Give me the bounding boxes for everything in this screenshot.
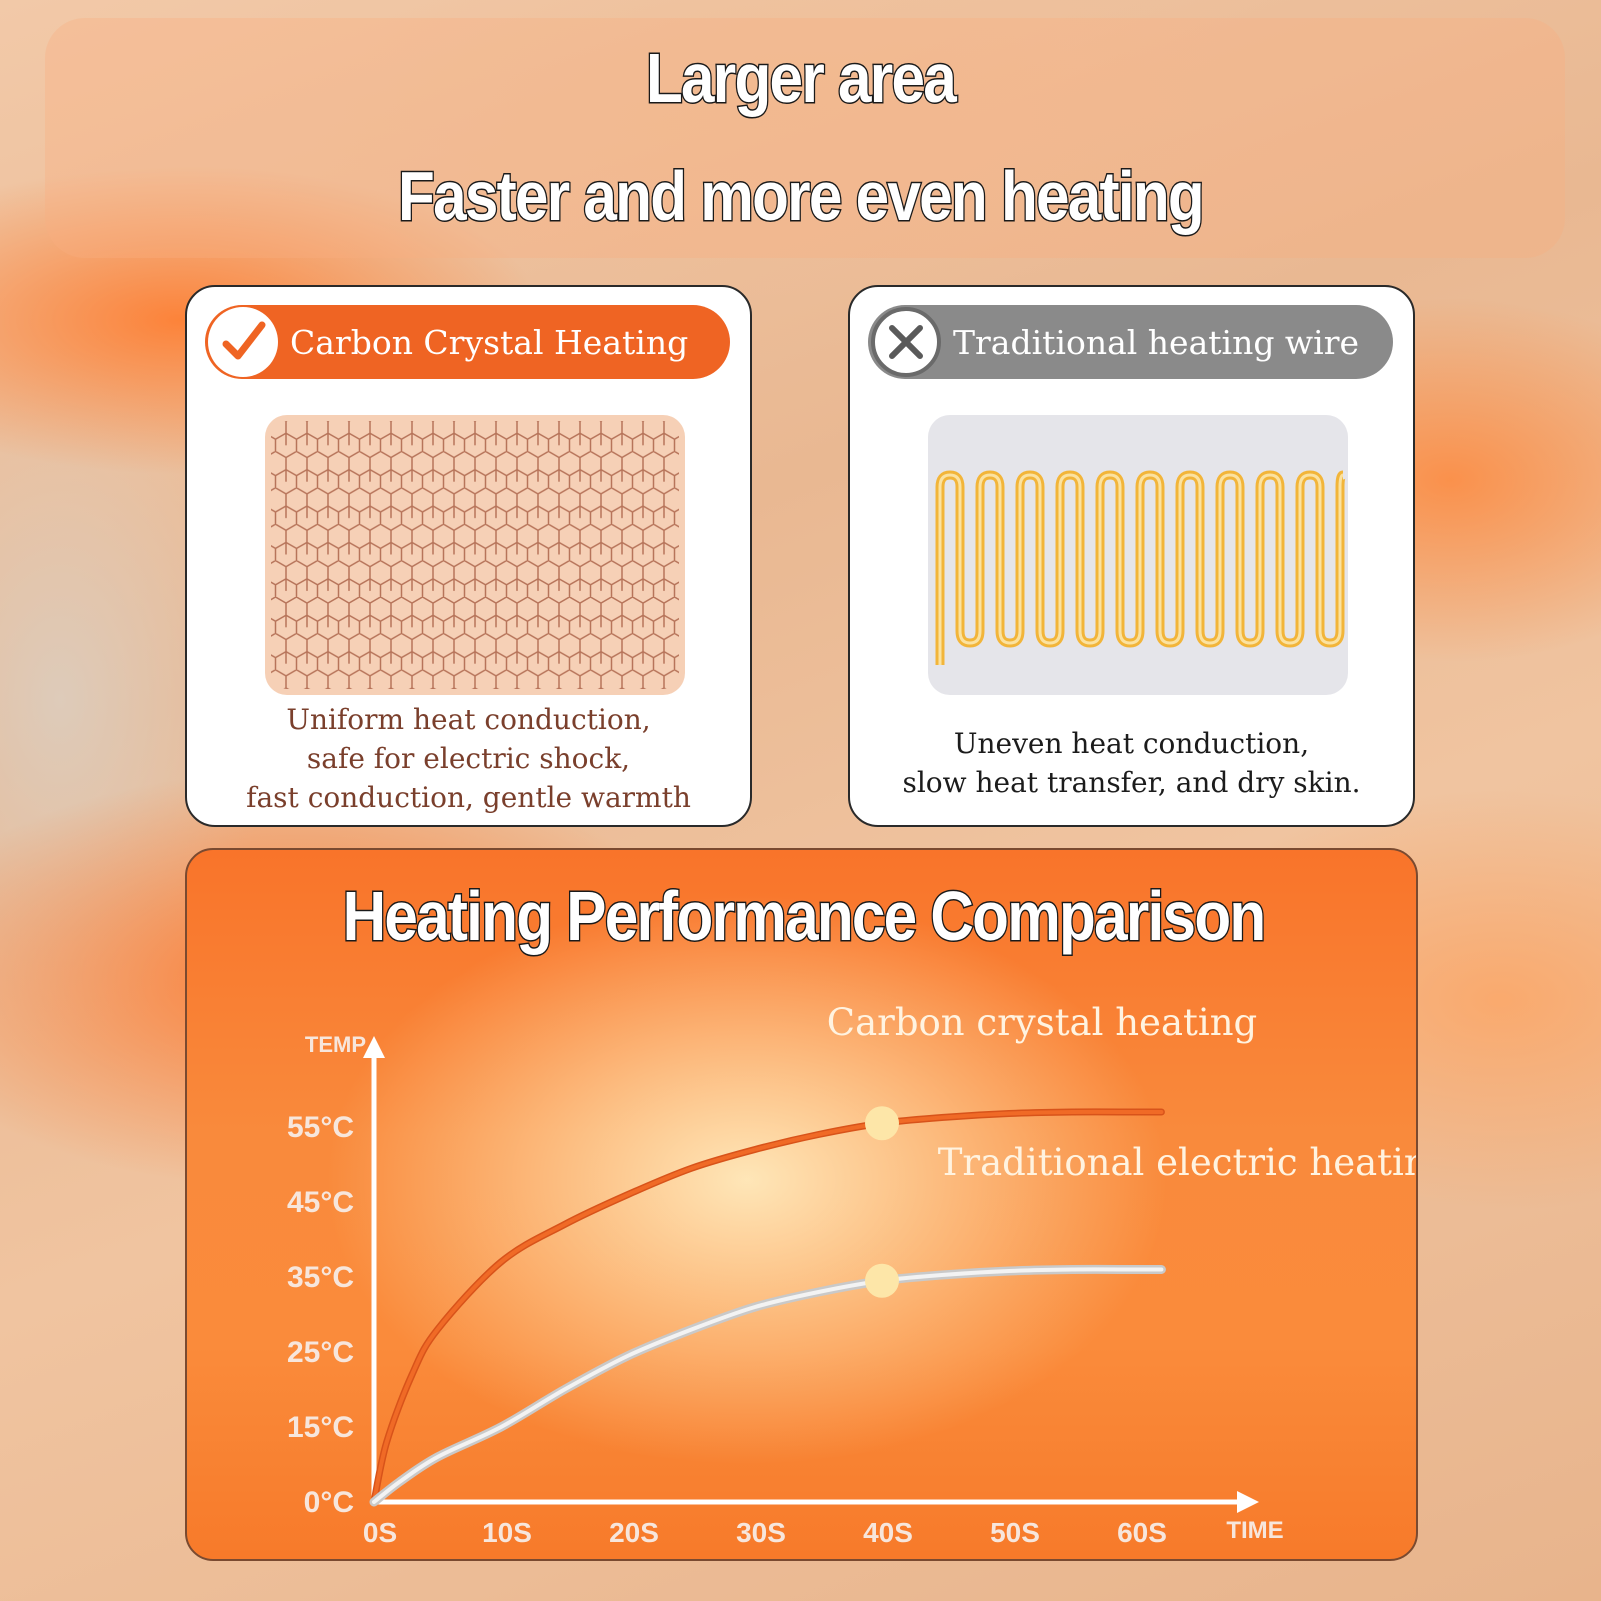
y-tick-label: 55°C <box>287 1111 354 1144</box>
y-tick-label: 0°C <box>304 1486 354 1519</box>
desc-line: Uneven heat conduction, <box>953 727 1310 760</box>
carbon-crystal-card: Carbon Crystal Heating Uniform heat cond… <box>185 285 752 827</box>
y-tick-label: 25°C <box>287 1336 354 1369</box>
carbon-crystal-header: Carbon Crystal Heating <box>205 305 730 379</box>
heating-chart-panel: Heating Performance Comparison TEMP 0°C 15… <box>185 848 1418 1561</box>
x-tick-label: 0S <box>363 1517 397 1548</box>
check-icon <box>208 307 278 377</box>
headline-2: Faster and more even heating <box>397 156 1206 237</box>
zigzag-wire-panel <box>928 415 1348 695</box>
series-line <box>372 1109 1164 1504</box>
hexagon-pattern-icon <box>271 421 679 689</box>
traditional-wire-card: Traditional heating wire Uneven heat con… <box>848 285 1415 827</box>
x-tick-label: 50S <box>990 1517 1040 1548</box>
y-tick-label: 45°C <box>287 1186 354 1219</box>
hexagon-mesh-panel <box>265 415 685 695</box>
desc-line: Uniform heat conduction, <box>286 703 651 736</box>
series-label: Traditional electric heating wire <box>938 1141 1418 1184</box>
traditional-wire-label: Traditional heating wire <box>953 322 1360 362</box>
traditional-wire-description: Uneven heat conduction, slow heat transf… <box>850 724 1413 802</box>
chart-title: Heating Performance Comparison <box>341 876 1267 957</box>
y-tick-label: 15°C <box>287 1411 354 1444</box>
x-tick-label: 30S <box>736 1517 786 1548</box>
header-banner <box>45 18 1565 258</box>
headline-1: Larger area <box>645 38 958 119</box>
traditional-wire-header: Traditional heating wire <box>868 305 1393 379</box>
x-tick-label: 20S <box>609 1517 659 1548</box>
desc-line: slow heat transfer, and dry skin. <box>902 766 1361 799</box>
zigzag-wire-icon <box>935 470 1346 665</box>
y-axis-arrow-icon <box>363 1036 385 1058</box>
y-axis-label: TEMP <box>305 1032 366 1057</box>
desc-line: safe for electric shock, <box>306 742 631 775</box>
series-line <box>372 1267 1164 1504</box>
desc-line: fast conduction, gentle warmth <box>246 781 691 814</box>
x-tick-label: 10S <box>482 1517 532 1548</box>
carbon-crystal-description: Uniform heat conduction, safe for electr… <box>187 700 750 817</box>
series-label: Carbon crystal heating <box>827 1001 1257 1044</box>
x-icon <box>871 307 941 377</box>
series-marker <box>865 1263 899 1298</box>
x-axis-label: TIME <box>1226 1517 1283 1544</box>
series-marker <box>865 1106 899 1141</box>
x-tick-label: 40S <box>863 1517 913 1548</box>
carbon-crystal-label: Carbon Crystal Heating <box>290 322 689 362</box>
y-tick-label: 35°C <box>287 1261 354 1294</box>
x-axis-arrow-icon <box>1237 1491 1259 1513</box>
x-tick-label: 60S <box>1117 1517 1167 1548</box>
heating-chart: TEMP 0°C 15°C 25°C 35°C 45°C 55°C 0S 10S 20S 30S 40… <box>287 1001 1418 1548</box>
